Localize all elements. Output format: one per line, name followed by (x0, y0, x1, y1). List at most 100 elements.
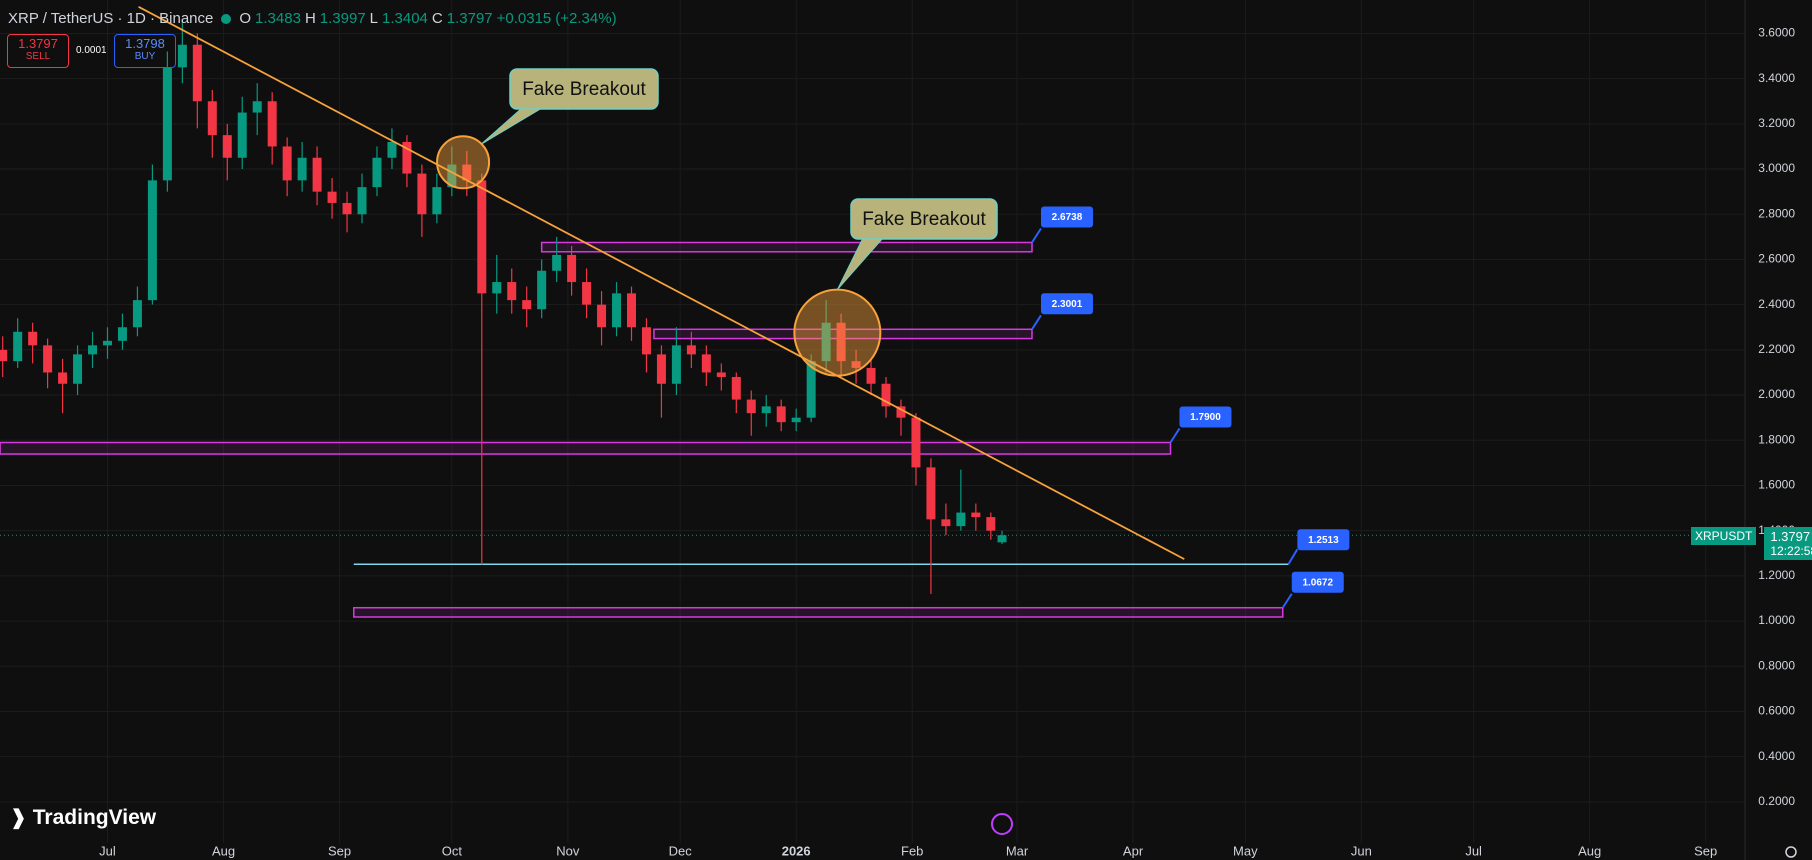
candle-body (761, 406, 771, 414)
x-tick-label: Aug (212, 843, 235, 858)
label-box (1291, 571, 1344, 593)
candle-body (73, 354, 83, 384)
candle-body (926, 467, 936, 520)
y-tick-label: 0.8000 (1758, 658, 1795, 672)
label-connector (1287, 548, 1299, 565)
candle-body (626, 293, 636, 328)
x-tick-label: Sep (1694, 843, 1717, 858)
candle-body (327, 191, 337, 203)
y-tick-label: 3.6000 (1758, 26, 1795, 40)
y-tick-label: 1.0000 (1758, 613, 1795, 627)
candle-body (656, 354, 666, 384)
candle-body (537, 270, 547, 310)
y-tick-label: 3.0000 (1758, 161, 1795, 175)
x-tick-label: Feb (901, 843, 923, 858)
candle-body (267, 101, 277, 147)
highlight-circle (436, 135, 491, 190)
settings-icon (1785, 846, 1797, 858)
candle-body (956, 512, 966, 527)
price-tag-price: 1.3797 (1770, 529, 1811, 544)
candle-body (357, 187, 367, 215)
candle-body (881, 383, 891, 407)
label-connector (1169, 427, 1181, 444)
y-tick-label: 0.4000 (1758, 749, 1795, 763)
y-tick-label: 3.4000 (1758, 71, 1795, 85)
sell-label: SELL (25, 51, 51, 62)
candle-body (0, 349, 8, 362)
x-tick-label: 2026 (782, 843, 811, 858)
candle-body (821, 322, 831, 362)
ohlc-label: H (304, 10, 316, 27)
callout-box (509, 68, 659, 110)
sell-button[interactable]: 1.3797 SELL (7, 34, 69, 68)
candle-body (567, 254, 577, 283)
x-tick-label: Aug (1578, 843, 1601, 858)
x-tick-label: Jul (99, 843, 116, 858)
candle-body (177, 44, 187, 68)
close-value: 1.3797 (446, 10, 493, 27)
x-tick-label: Mar (1006, 843, 1029, 858)
price-tag: XRPUSDT 1.3797 12:22:58 (1691, 527, 1812, 560)
ohlc-label: O (239, 10, 252, 27)
candle-body (13, 331, 23, 362)
candle-body (297, 157, 307, 181)
candle-body (447, 164, 457, 188)
candle-body (986, 517, 996, 531)
candle-body (58, 372, 68, 384)
candle-body (746, 399, 756, 414)
label-box (1179, 406, 1232, 428)
candle-body (312, 157, 322, 192)
y-tick-label: 2.8000 (1758, 206, 1795, 220)
candle-body (686, 345, 696, 355)
label-box (1040, 293, 1093, 315)
candle-body (522, 300, 532, 310)
symbol[interactable]: XRP / TetherUS · 1D · Binance (8, 10, 214, 27)
label-box (1040, 206, 1093, 228)
x-tick-label: Oct (442, 843, 463, 858)
candle-body (477, 180, 487, 294)
sell-price: 1.3797 (18, 36, 58, 51)
candle-body (997, 535, 1007, 543)
callout-text: Fake Breakout (862, 209, 986, 230)
logo[interactable]: ❱ TradingView (10, 805, 156, 830)
candle-body (582, 282, 592, 305)
x-tick-label: May (1233, 843, 1258, 858)
candle-body (806, 361, 816, 418)
y-tick-label: 2.6000 (1758, 252, 1795, 266)
spread: 0.0001 (76, 45, 107, 56)
x-tick-label: Apr (1123, 843, 1144, 858)
candle-body (28, 331, 38, 346)
candle-body (791, 417, 801, 423)
ohlc-label: C (431, 10, 443, 27)
y-tick-label: 1.2000 (1758, 568, 1795, 582)
label-box (1297, 529, 1350, 551)
high-value: 1.3997 (319, 10, 366, 27)
x-tick-label: Dec (669, 843, 693, 858)
zone-label: 1.0672 (1302, 577, 1333, 588)
candle-body (147, 180, 157, 301)
x-tick-label: Nov (556, 843, 580, 858)
y-tick-label: 1.8000 (1758, 432, 1795, 446)
logo-text: TradingView (32, 805, 157, 829)
logo-mark: ❱ (10, 807, 27, 829)
candle-body (641, 327, 651, 355)
candle-body (282, 146, 292, 181)
y-tick-label: 2.0000 (1758, 387, 1795, 401)
candle-body (417, 173, 427, 215)
change: +0.0315 (496, 10, 552, 27)
buy-label: BUY (134, 51, 156, 62)
x-tick-label: Jun (1351, 843, 1372, 858)
buy-price: 1.3798 (125, 36, 165, 51)
callout-text: Fake Breakout (522, 79, 646, 100)
candle-body (102, 340, 112, 346)
candle-body (851, 361, 861, 368)
buy-button[interactable]: 1.3798 BUY (114, 34, 176, 68)
candle-body (552, 254, 562, 271)
zone-label: 2.3001 (1052, 299, 1083, 310)
candle-body (192, 44, 202, 102)
y-tick-label: 0.2000 (1758, 794, 1795, 808)
candle-body (372, 157, 382, 188)
candle-body (971, 512, 981, 518)
trendline (138, 5, 1185, 560)
